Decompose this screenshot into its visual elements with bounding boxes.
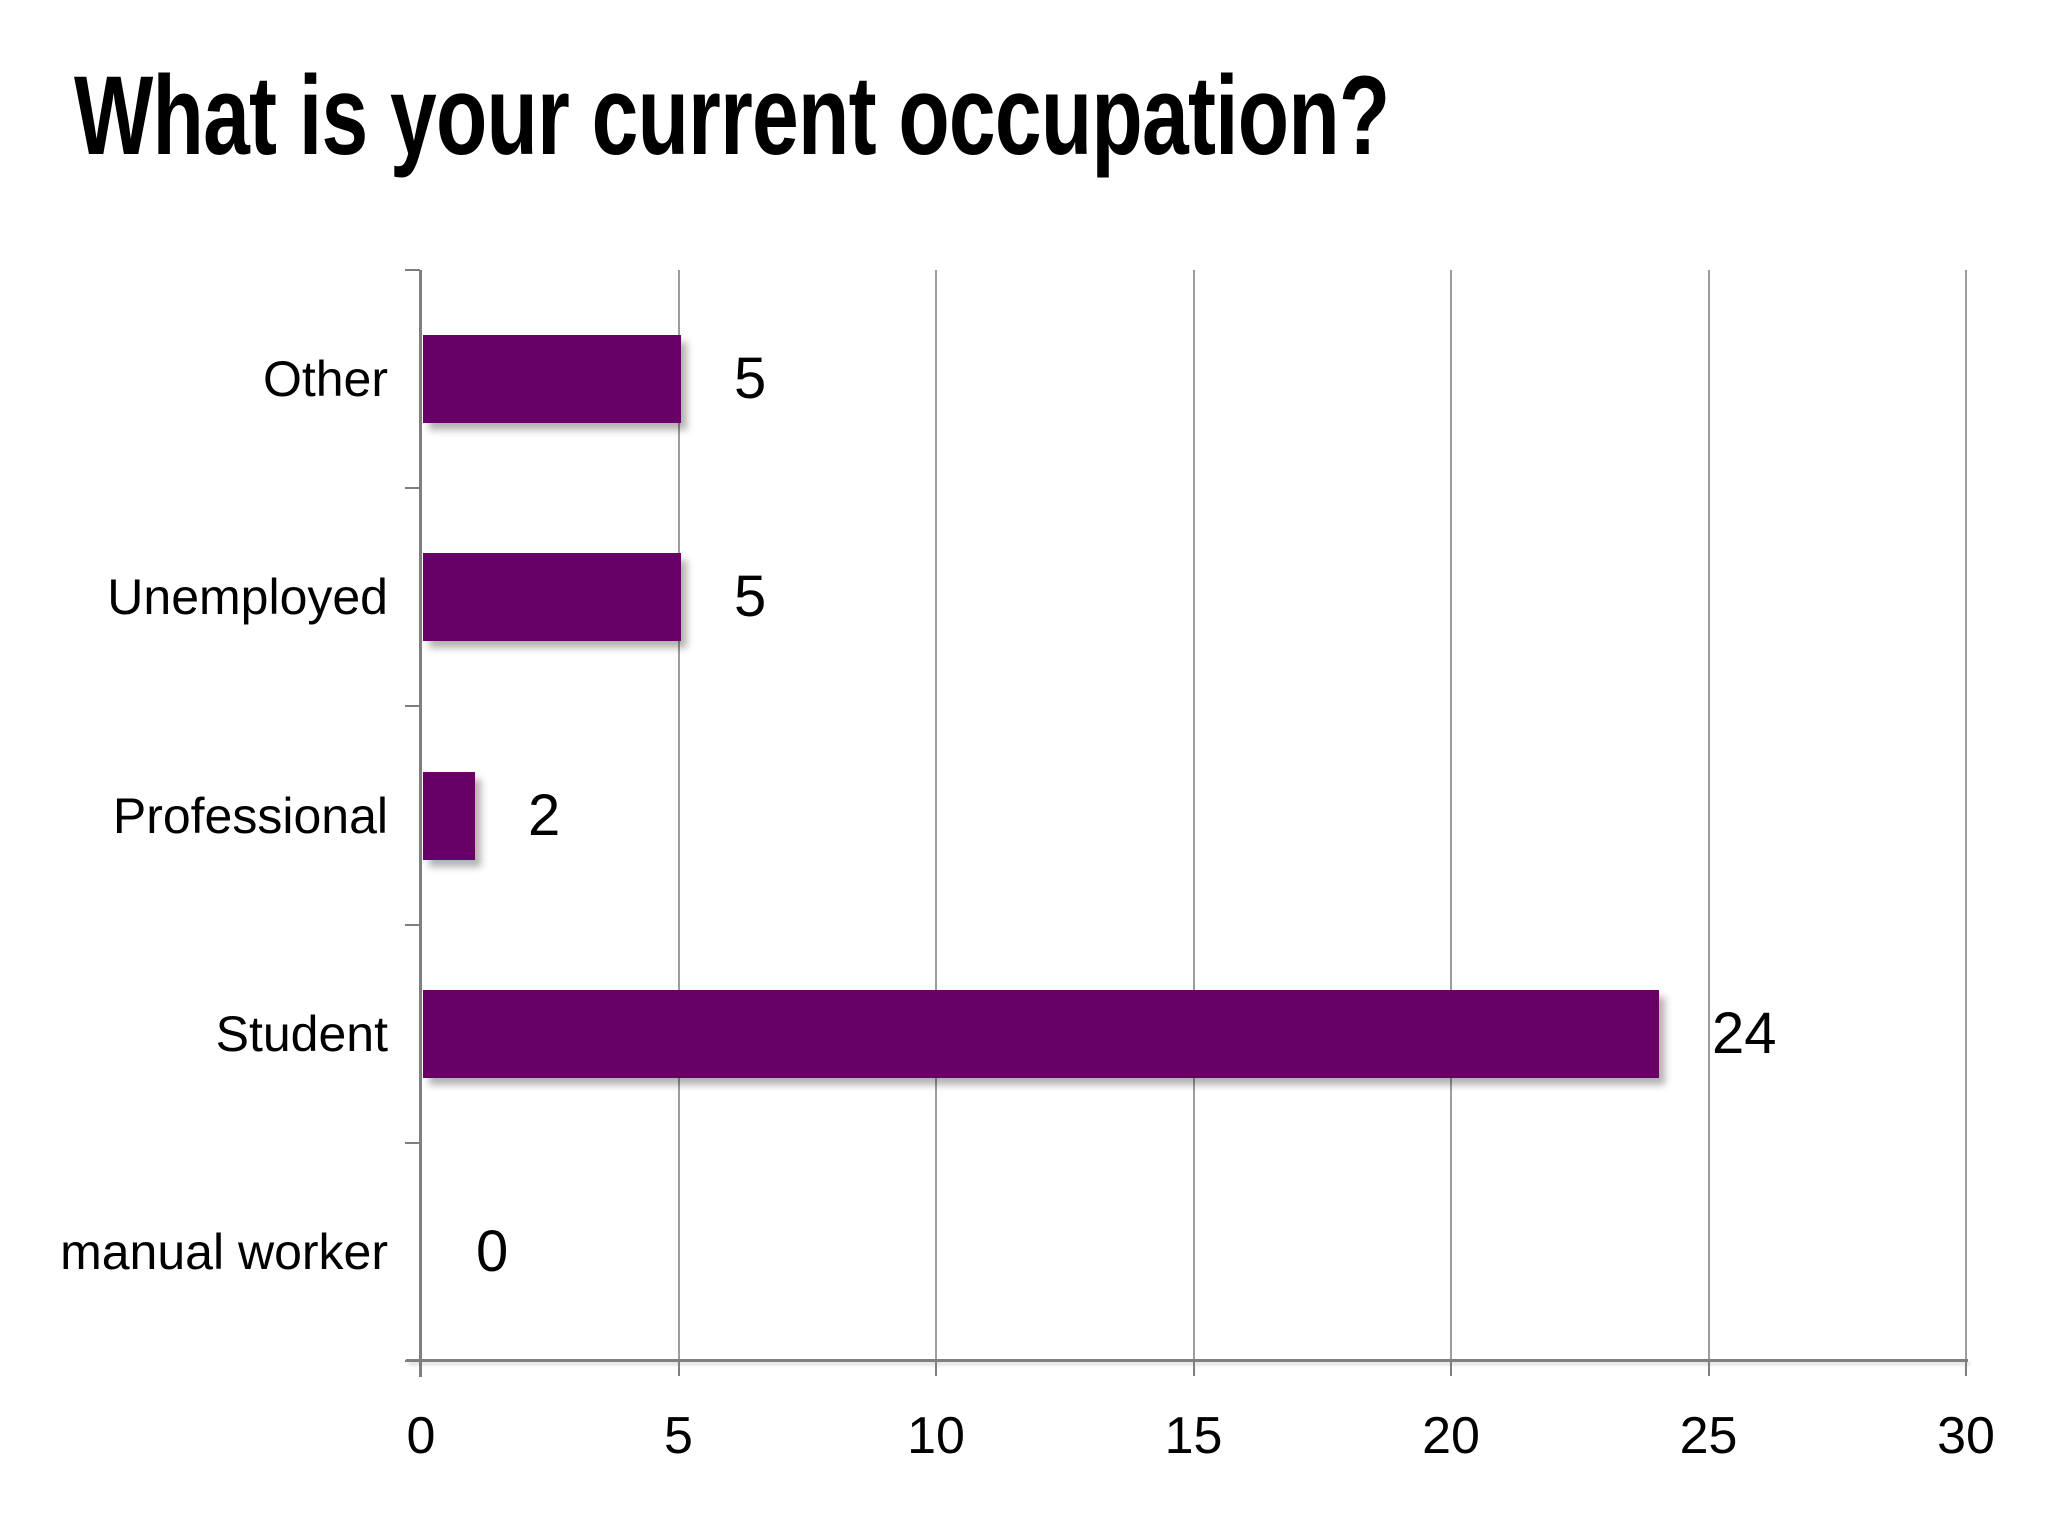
chart-title: What is your current occupation? [74,53,1390,178]
x-tick-label: 20 [1422,1407,1480,1465]
y-axis-tick [405,1142,420,1144]
x-gridline [1707,270,1710,1361]
x-tick-label: 15 [1164,1407,1223,1465]
bar [423,553,681,641]
x-tick-label: 10 [907,1407,965,1465]
x-axis-tick [1450,1359,1452,1376]
x-axis-tick [1707,1359,1710,1376]
value-label: 5 [734,564,767,629]
y-axis-line [419,270,422,1377]
value-label: 2 [528,783,561,848]
y-axis-tick [405,924,420,926]
x-tick-label: 30 [1937,1407,1995,1465]
x-gridline [1965,270,1967,1361]
category-label: manual worker [60,1224,388,1280]
category-label: Unemployed [107,569,388,625]
category-label: Other [262,351,388,407]
y-axis-tick [405,705,420,707]
x-axis-line [406,1359,1968,1362]
y-axis-tick [405,269,420,271]
category-label: Professional [112,788,388,844]
bar [423,335,681,423]
x-tick-label: 5 [664,1407,693,1465]
x-tick-label: 0 [406,1407,436,1465]
x-axis-tick [935,1359,937,1376]
x-axis-tick [1192,1359,1195,1376]
bar [423,990,1659,1078]
value-label: 24 [1712,1001,1777,1066]
value-label: 0 [476,1219,509,1284]
value-label: 5 [734,346,767,411]
category-label: Student [215,1006,388,1062]
y-axis-tick [405,1360,420,1362]
x-axis-tick [1965,1359,1967,1376]
y-axis-tick [405,487,420,489]
bar [423,772,475,860]
x-gridline [677,270,680,1361]
x-gridline [935,270,937,1361]
x-tick-label: 25 [1679,1407,1738,1465]
x-gridline [1192,270,1195,1361]
x-axis-tick [677,1359,680,1376]
x-axis-tick [420,1359,422,1376]
x-gridline [1450,270,1452,1361]
